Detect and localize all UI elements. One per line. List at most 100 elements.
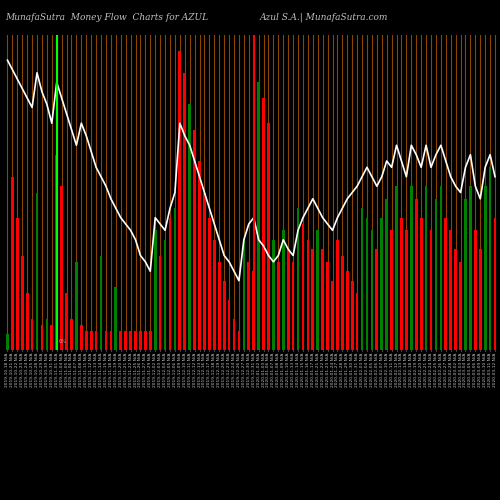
Bar [16, 262, 18, 350]
Bar [218, 303, 220, 350]
Bar [356, 294, 358, 350]
Bar [110, 331, 112, 350]
Bar [434, 199, 438, 350]
Bar [184, 73, 186, 350]
Text: Azul S.A.| MunafaSutra.com: Azul S.A.| MunafaSutra.com [260, 12, 388, 22]
Bar [258, 186, 260, 350]
Bar [56, 218, 58, 350]
Bar [90, 331, 92, 350]
Bar [242, 240, 245, 350]
Bar [188, 208, 191, 350]
Bar [248, 262, 250, 350]
Bar [450, 230, 452, 350]
Bar [238, 331, 240, 350]
Bar [395, 186, 398, 350]
Bar [302, 224, 304, 350]
Bar [410, 186, 412, 350]
Bar [272, 240, 275, 350]
Bar [360, 208, 364, 350]
Bar [228, 318, 230, 350]
Bar [198, 240, 201, 350]
Bar [316, 230, 319, 350]
Bar [60, 186, 63, 350]
Bar [258, 82, 260, 350]
Bar [85, 331, 87, 350]
Bar [322, 249, 324, 350]
Bar [11, 230, 14, 350]
Bar [424, 186, 428, 350]
Bar [129, 331, 132, 350]
Bar [440, 186, 442, 350]
Bar [100, 256, 102, 350]
Bar [144, 331, 146, 350]
Bar [139, 331, 142, 350]
Bar [282, 230, 284, 350]
Bar [380, 218, 383, 350]
Bar [232, 325, 235, 350]
Bar [134, 331, 137, 350]
Bar [213, 240, 216, 350]
Bar [390, 230, 393, 350]
Text: MunafaSutra  Money Flow  Charts for AZUL: MunafaSutra Money Flow Charts for AZUL [5, 12, 208, 22]
Bar [21, 287, 24, 350]
Bar [386, 199, 388, 350]
Bar [6, 334, 9, 350]
Bar [164, 240, 166, 350]
Bar [400, 218, 403, 350]
Bar [346, 271, 348, 350]
Bar [149, 331, 152, 350]
Bar [174, 208, 176, 350]
Bar [479, 249, 482, 350]
Bar [336, 240, 339, 350]
Bar [376, 249, 378, 350]
Bar [30, 325, 34, 350]
Bar [104, 331, 108, 350]
Bar [213, 287, 216, 350]
Bar [75, 262, 78, 350]
Bar [223, 312, 226, 350]
Bar [341, 256, 344, 350]
Bar [420, 218, 422, 350]
Bar [232, 318, 235, 350]
Bar [287, 249, 290, 350]
Bar [444, 218, 447, 350]
Bar [50, 325, 53, 350]
Bar [70, 318, 73, 350]
Bar [65, 294, 68, 350]
Bar [194, 224, 196, 350]
Bar [124, 331, 127, 350]
Bar [370, 230, 374, 350]
Bar [208, 218, 210, 350]
Bar [469, 186, 472, 350]
Bar [178, 168, 181, 350]
Bar [484, 186, 486, 350]
Bar [277, 262, 280, 350]
Bar [154, 230, 156, 350]
Bar [326, 262, 329, 350]
Bar [366, 218, 368, 350]
Bar [218, 262, 220, 350]
Bar [262, 208, 265, 350]
Bar [208, 271, 210, 350]
Bar [194, 130, 196, 350]
Bar [459, 262, 462, 350]
Bar [464, 199, 467, 350]
Bar [40, 325, 43, 350]
Bar [16, 218, 18, 350]
Bar [114, 287, 117, 350]
Bar [296, 208, 300, 350]
Bar [120, 331, 122, 350]
Bar [267, 224, 270, 350]
Bar [46, 318, 48, 350]
Bar [238, 334, 240, 350]
Bar [30, 318, 34, 350]
Bar [21, 256, 24, 350]
Bar [494, 218, 496, 350]
Bar [223, 280, 226, 350]
Bar [489, 168, 492, 350]
Bar [178, 51, 181, 350]
Bar [188, 104, 191, 350]
Bar [203, 256, 206, 350]
Bar [454, 249, 457, 350]
Bar [405, 230, 407, 350]
